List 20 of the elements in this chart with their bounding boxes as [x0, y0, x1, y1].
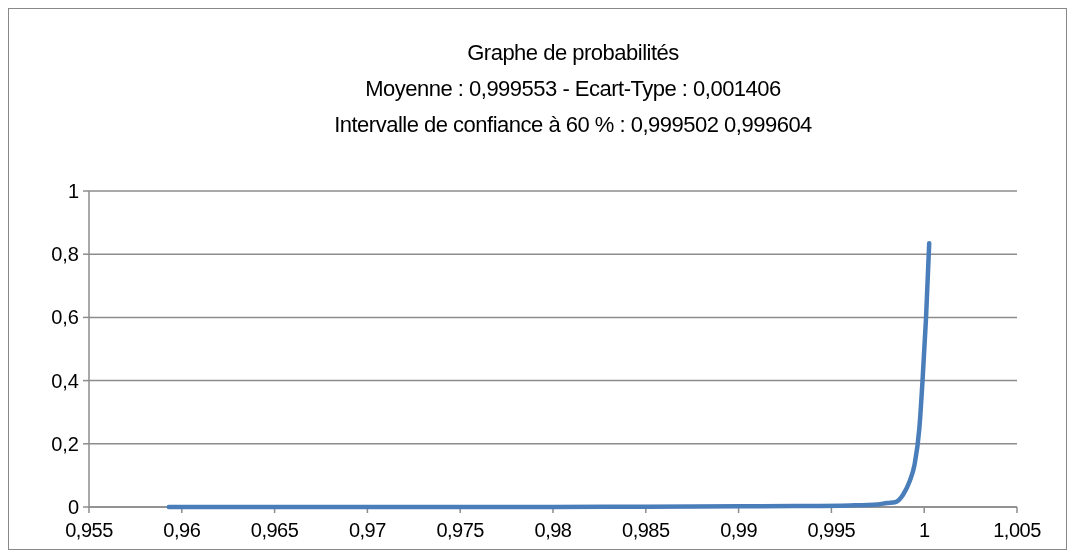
x-tick-label: 0,995: [807, 519, 856, 541]
line-series: [166, 240, 932, 510]
x-tick-label: 0,96: [163, 519, 201, 541]
y-tick-label: 0,4: [51, 369, 79, 392]
x-tick-label: 1: [918, 519, 930, 541]
y-tick-label: 0,2: [51, 432, 79, 455]
x-tick-label: 0,98: [534, 519, 572, 541]
y-tick-label: 0,6: [51, 306, 79, 329]
chart-title: Graphe de probabilités: [467, 40, 680, 65]
x-tick-label: 0,99: [720, 519, 758, 541]
x-tick-label: 0,97: [348, 519, 387, 541]
x-tick-label: 0,975: [436, 519, 485, 541]
x-tick-label: 0,985: [622, 519, 670, 541]
x-tick-label: 0,955: [65, 519, 114, 541]
chart-subtitle: Moyenne : 0,999553 - Ecart-Type : 0,001406 Intervalle de confiance à 60 % : 0,999502 0,999604: [334, 76, 813, 137]
x-tick-label: 1,005: [993, 519, 1042, 541]
y-tick-label: 0: [67, 496, 79, 518]
y-tick-label: 0,8: [51, 243, 79, 266]
y-tick-label: 1: [67, 180, 79, 202]
x-tick-label: 0,965: [250, 519, 299, 541]
